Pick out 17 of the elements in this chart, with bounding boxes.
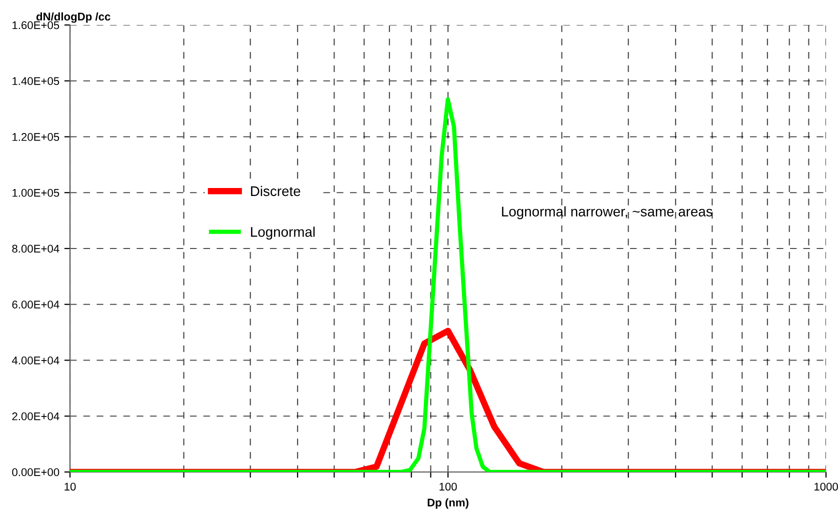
legend-label: Lognormal	[251, 226, 315, 240]
y-axis-title: dN/dlogDp /cc	[36, 12, 110, 23]
annotation: Lognormal narrower, ~same areas	[502, 206, 712, 220]
x-axis-title: Dp (nm)	[428, 498, 468, 509]
y-tick-label: 8.00E+04	[12, 244, 60, 253]
y-tick-label: 1.40E+05	[12, 77, 60, 86]
x-tick-label: 1000	[814, 482, 838, 491]
x-tick-label: 10	[64, 482, 76, 491]
y-tick-label: 4.00E+04	[12, 356, 60, 364]
y-tick-label: 6.00E+04	[12, 300, 60, 309]
y-tick-label: 2.00E+04	[12, 412, 60, 420]
legend-label: Discrete	[251, 186, 300, 196]
x-tick-label: 100	[440, 482, 457, 491]
y-tick-label: 1.20E+05	[12, 133, 60, 141]
y-tick-label: 1.60E+05	[12, 21, 60, 30]
y-tick-label: 0.00E+00	[12, 468, 60, 476]
y-tick-label: 1.00E+05	[12, 188, 60, 197]
